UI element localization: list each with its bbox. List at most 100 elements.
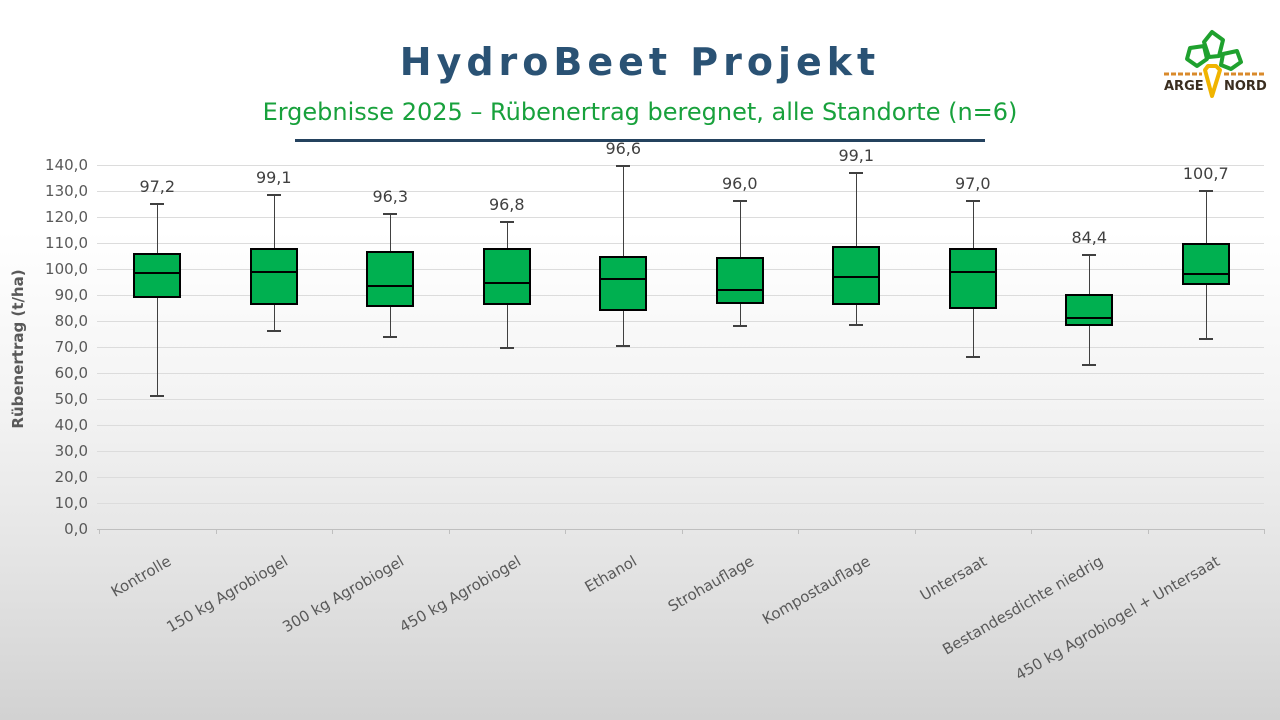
gridline	[97, 165, 1264, 166]
lower-whisker	[506, 305, 508, 349]
lower-whisker-cap	[1198, 338, 1213, 341]
lower-whisker	[273, 305, 275, 332]
upper-whisker-cap	[150, 203, 165, 205]
y-tick-label: 60,0	[54, 364, 88, 382]
lower-whisker-cap	[383, 335, 398, 338]
gridline	[97, 373, 1264, 374]
lower-whisker-cap	[965, 356, 980, 359]
mean-value-label: 99,1	[838, 145, 875, 165]
upper-whisker	[856, 172, 858, 246]
lower-whisker	[390, 306, 392, 337]
median-line	[1067, 317, 1112, 320]
upper-whisker-cap	[732, 200, 747, 203]
mean-value-label: 96,3	[372, 187, 409, 207]
median-line	[601, 278, 646, 281]
lower-whisker-cap	[1082, 364, 1097, 367]
x-category-label: Kompostauflage	[759, 552, 874, 629]
category-tick	[798, 529, 799, 534]
lower-whisker-cap	[266, 330, 281, 333]
gridline	[97, 217, 1264, 218]
y-tick-label: 120,0	[45, 208, 88, 226]
upper-whisker-cap	[266, 193, 281, 196]
upper-whisker-cap	[965, 200, 980, 203]
mean-value-label: 97,0	[954, 174, 991, 194]
median-line	[834, 275, 879, 278]
gridline	[97, 295, 1264, 296]
gridline	[97, 477, 1264, 478]
category-tick	[332, 529, 333, 534]
category-tick	[1031, 529, 1032, 534]
boxplot-box	[133, 253, 182, 298]
upper-whisker-cap	[849, 171, 864, 174]
lower-whisker-cap	[499, 347, 514, 350]
mean-value-label: 84,4	[1071, 227, 1108, 247]
upper-whisker-cap	[499, 221, 514, 224]
median-line	[368, 284, 413, 287]
y-tick-label: 50,0	[54, 390, 88, 408]
mean-value-label: 96,0	[721, 174, 758, 194]
gridline	[97, 269, 1264, 270]
gridline	[97, 321, 1264, 322]
category-tick	[1264, 529, 1265, 534]
y-tick-label: 100,0	[45, 260, 88, 278]
y-tick-label: 20,0	[54, 468, 88, 486]
gridline	[97, 191, 1264, 192]
y-tick-label: 110,0	[45, 234, 88, 252]
y-tick-label: 80,0	[54, 312, 88, 330]
boxplot-box	[832, 245, 881, 306]
upper-whisker-cap	[383, 213, 398, 216]
category-tick	[681, 529, 683, 534]
category-tick	[1147, 529, 1149, 534]
x-category-label: Strohauflage	[664, 552, 757, 616]
y-tick-label: 40,0	[54, 416, 88, 434]
upper-whisker	[390, 214, 392, 251]
lower-whisker-cap	[616, 344, 631, 347]
beet-with-leaves-icon: ARGE NORD	[1164, 30, 1267, 98]
page-subtitle: Ergebnisse 2025 – Rübenertrag beregnet, …	[262, 98, 1018, 126]
lower-whisker	[856, 305, 858, 325]
y-tick-label: 130,0	[45, 182, 88, 200]
boxplot-box	[715, 257, 764, 305]
lower-whisker	[623, 310, 625, 346]
gridline	[97, 503, 1264, 504]
median-line	[950, 270, 995, 273]
upper-whisker-cap	[1082, 253, 1097, 256]
x-category-label: Ethanol	[581, 552, 641, 597]
category-tick	[448, 529, 450, 534]
x-category-label: Kontrolle	[107, 552, 175, 601]
category-tick	[99, 529, 100, 534]
logo-text-arge: ARGE	[1164, 79, 1204, 94]
y-tick-label: 90,0	[54, 286, 88, 304]
upper-whisker	[972, 201, 974, 249]
x-category-label: 450 kg Agrobiogel	[396, 552, 524, 637]
y-tick-label: 140,0	[45, 156, 88, 174]
gridline	[97, 425, 1264, 426]
lower-whisker-cap	[732, 325, 747, 328]
median-line	[135, 271, 180, 274]
mean-value-label: 99,1	[255, 167, 292, 187]
upper-whisker	[1089, 254, 1091, 294]
gridline	[97, 243, 1264, 244]
mean-value-label: 100,7	[1182, 164, 1229, 183]
x-category-label: 450 kg Agrobiogel + Untersaat	[1012, 552, 1223, 685]
median-line	[484, 282, 529, 285]
mean-value-label: 96,6	[605, 139, 642, 159]
lower-whisker	[739, 304, 741, 327]
x-category-label: 300 kg Agrobiogel	[279, 552, 408, 637]
category-tick	[565, 529, 566, 534]
lower-whisker	[1089, 326, 1091, 366]
boxplot-box	[1181, 243, 1230, 285]
boxplot-box	[249, 248, 298, 306]
upper-whisker-cap	[1198, 190, 1213, 192]
boxplot-box	[948, 248, 997, 310]
logo-text-nord: NORD	[1224, 79, 1267, 94]
mean-value-label: 96,8	[488, 195, 525, 215]
y-tick-label: 10,0	[54, 494, 88, 512]
upper-whisker	[739, 201, 741, 258]
category-tick	[914, 529, 916, 534]
gridline	[97, 399, 1264, 400]
upper-whisker	[273, 194, 275, 249]
y-tick-label: 0,0	[64, 520, 88, 538]
gridline	[97, 451, 1264, 452]
